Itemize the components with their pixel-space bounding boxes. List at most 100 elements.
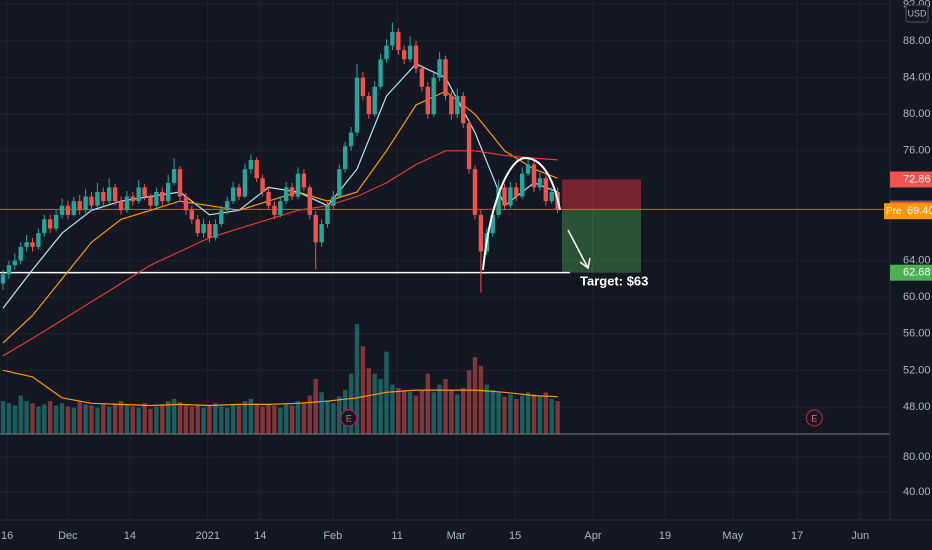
candle-body [224, 201, 230, 211]
volume-bar [278, 407, 283, 434]
earnings-marker [805, 409, 823, 427]
candle-body [319, 224, 324, 243]
volume-bar [319, 392, 324, 434]
volume-bar [307, 395, 312, 434]
candle-body [177, 169, 183, 197]
volume-bar [549, 398, 554, 434]
x-tick-label: 15 [509, 530, 521, 542]
volume-bar [165, 401, 171, 434]
volume-bar [337, 396, 342, 434]
volume-bar [443, 379, 448, 434]
candle-body [525, 164, 531, 174]
candle-body [478, 214, 484, 252]
lower-tick-label: 80.00 [903, 451, 931, 463]
candle-body [289, 187, 295, 197]
volume-bar [0, 401, 6, 434]
y-tick-label: 88.00 [903, 35, 931, 47]
volume-bar [390, 384, 395, 434]
candle-body [342, 146, 348, 170]
volume-bar [266, 404, 271, 434]
candle-body [6, 265, 12, 275]
volume-bar [201, 407, 206, 434]
volume-bar [331, 403, 336, 434]
candle-body [425, 86, 430, 115]
volume-bar [401, 390, 407, 434]
volume-bar [183, 405, 189, 434]
volume-bar [555, 401, 560, 434]
candle-body [419, 68, 425, 87]
candle-body [65, 205, 71, 215]
volume-bar [419, 390, 425, 434]
candle-body [390, 31, 395, 46]
cup-shape [482, 156, 561, 271]
price-tag [890, 264, 932, 281]
volume-bar [112, 404, 118, 434]
volume-bar [65, 406, 71, 434]
volume-bar [531, 394, 537, 434]
price-tag-label: 69.40 [907, 205, 932, 217]
candle-body [154, 191, 159, 206]
y-tick-label: 64.00 [903, 255, 931, 267]
volume-bar [118, 401, 124, 434]
volume-bar [106, 406, 112, 434]
candle-body [30, 242, 35, 247]
candle-body [443, 59, 448, 96]
earnings-marker [340, 409, 358, 427]
candle-body [549, 191, 554, 202]
candle-body [449, 95, 454, 115]
currency: USD [907, 8, 927, 18]
candle-body [219, 210, 224, 224]
volume-bar [195, 404, 200, 434]
volume-bar [484, 384, 489, 434]
volume-bar [53, 405, 59, 434]
volume-bar [18, 395, 23, 434]
volume-bar [83, 404, 88, 434]
candle-body [307, 187, 312, 215]
candle-body [431, 77, 436, 115]
volume-bar [431, 392, 436, 434]
candle-body [531, 164, 537, 188]
y-tick-label: 76.00 [903, 145, 931, 157]
candle-body [230, 187, 236, 202]
earnings-label: E [346, 413, 352, 423]
candle-body [543, 178, 548, 202]
volume-bar [148, 408, 153, 434]
volume-bar [490, 390, 495, 434]
x-tick-label: 14 [124, 530, 136, 542]
candle-body [331, 196, 336, 206]
volume-bar [160, 404, 165, 434]
volume-bar [496, 392, 501, 434]
volume-bar [171, 398, 177, 434]
candle-body [148, 196, 153, 206]
candle-body [42, 219, 47, 234]
candle-body [472, 169, 478, 215]
candle-body [47, 219, 53, 229]
candle-body [95, 191, 100, 206]
candle-body [242, 169, 248, 197]
candle-body [171, 169, 177, 183]
candle-body [207, 224, 212, 238]
volume-bar [30, 403, 35, 434]
x-tick-label: Apr [584, 530, 601, 542]
volume-bar [508, 394, 513, 434]
candle-body [354, 77, 360, 133]
price-tag [884, 203, 932, 220]
candle-body [460, 95, 466, 124]
x-tick-label: Jun [851, 530, 869, 542]
candle-body [301, 173, 307, 188]
candle-body [195, 219, 200, 234]
arrow [567, 229, 589, 269]
candle-body [372, 86, 377, 115]
candle-body [213, 224, 218, 238]
candle-body [283, 187, 289, 202]
moving-average [2, 369, 558, 407]
candle-body [130, 196, 135, 202]
candle-body [0, 274, 6, 284]
candle-body [24, 242, 29, 247]
candle-body [455, 95, 460, 115]
candle-body [53, 214, 59, 229]
candle-body [490, 214, 495, 234]
candle-body [508, 187, 513, 206]
volume-bar [348, 373, 354, 434]
